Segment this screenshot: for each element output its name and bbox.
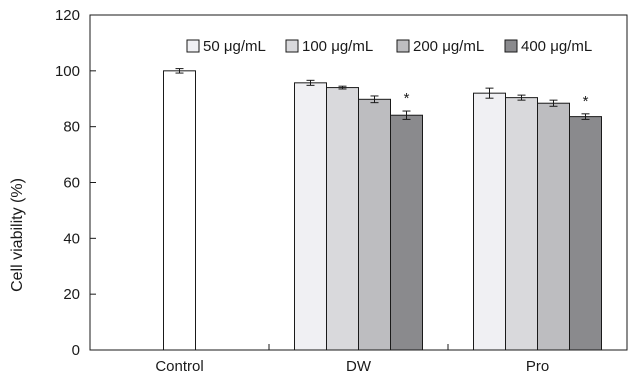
- bar: [163, 70, 196, 351]
- legend-swatch: [285, 39, 299, 53]
- y-tick-label: 0: [72, 342, 80, 359]
- legend-swatch: [504, 39, 518, 53]
- bar: [505, 97, 538, 351]
- bar: [390, 114, 423, 351]
- bar: [473, 92, 506, 351]
- significance-marker: *: [583, 93, 589, 110]
- legend-label: 50 μg/mL: [203, 38, 266, 55]
- y-tick-label: 100: [55, 63, 80, 80]
- y-tick-label: 60: [63, 175, 80, 192]
- legend-swatch: [186, 39, 200, 53]
- bar: [326, 87, 359, 351]
- y-tick-label: 80: [63, 119, 80, 136]
- x-tick-label: DW: [346, 358, 372, 375]
- bars-layer: * *: [163, 68, 602, 351]
- bar: [358, 98, 391, 351]
- legend-label: 200 μg/mL: [413, 38, 484, 55]
- bar: [537, 102, 570, 351]
- x-tick-label: Control: [155, 358, 203, 375]
- x-tick-label: Pro: [526, 358, 549, 375]
- bar: [294, 82, 327, 351]
- legend-swatch: [396, 39, 410, 53]
- y-tick-label: 40: [63, 230, 80, 247]
- y-tick-label: 20: [63, 286, 80, 303]
- y-tick-label: 120: [55, 7, 80, 24]
- legend: 50 μg/mL 100 μg/mL 200 μg/mL 400 μg/mL: [186, 38, 592, 55]
- bar: [569, 116, 602, 351]
- legend-label: 400 μg/mL: [521, 38, 592, 55]
- y-axis-title: Cell viability (%): [9, 178, 26, 292]
- legend-label: 100 μg/mL: [302, 38, 373, 55]
- significance-marker: *: [404, 90, 410, 107]
- axes-layer: 0 20 40 60 80 100 120 Control DW Pro: [55, 7, 549, 375]
